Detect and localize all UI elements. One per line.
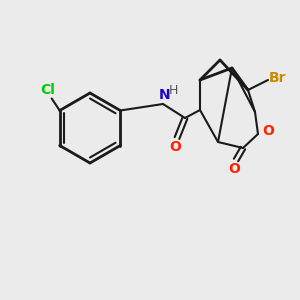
Text: N: N	[159, 88, 171, 102]
Text: O: O	[262, 124, 274, 138]
Text: O: O	[169, 140, 181, 154]
Text: Br: Br	[269, 71, 287, 85]
Text: Cl: Cl	[40, 83, 55, 98]
Text: O: O	[228, 162, 240, 176]
Text: H: H	[168, 83, 178, 97]
